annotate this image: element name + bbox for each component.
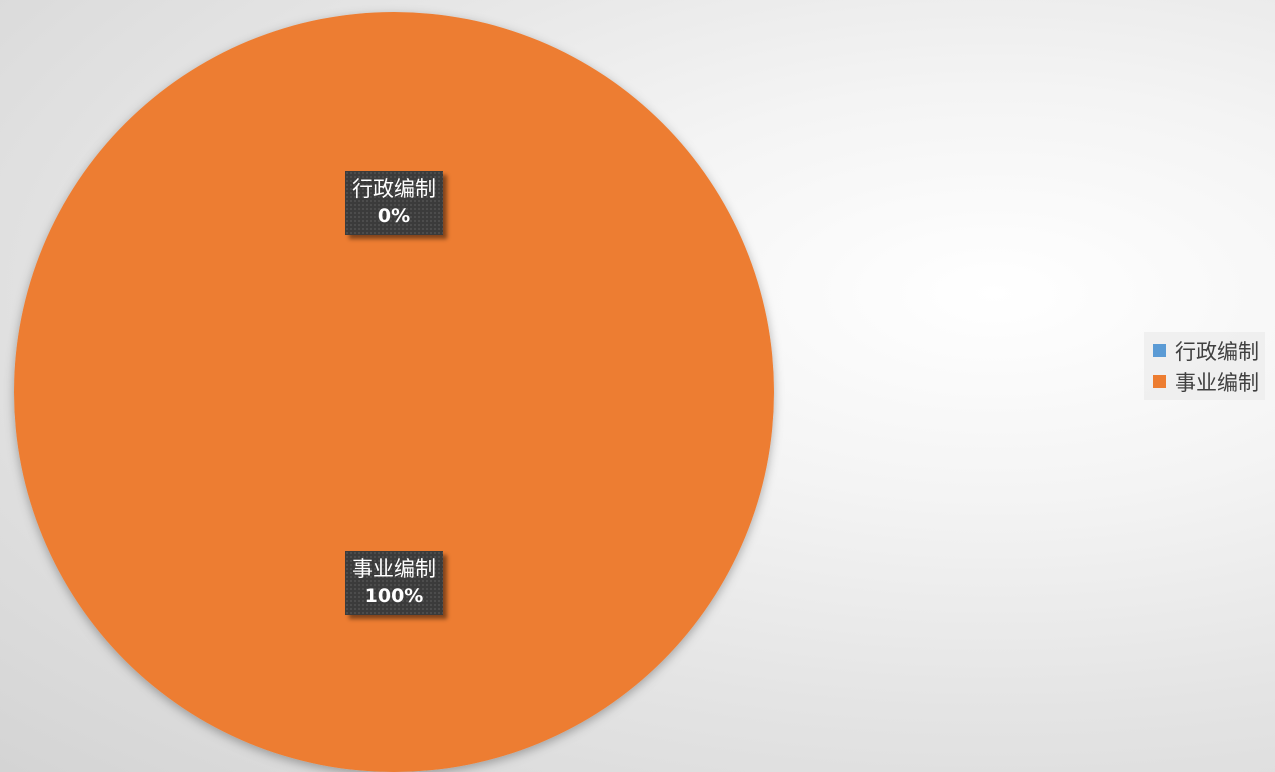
data-label-行政编制: 行政编制 0% — [345, 171, 443, 235]
legend-swatch-icon — [1153, 375, 1166, 388]
legend-item-事业编制: 事业编制 — [1153, 366, 1259, 397]
legend-item-行政编制: 行政编制 — [1153, 335, 1259, 366]
legend-label: 行政编制 — [1175, 339, 1259, 364]
data-label-category: 行政编制 — [352, 177, 436, 201]
data-label-percent: 100% — [364, 585, 424, 607]
pie-slice-事业编制 — [14, 12, 774, 772]
data-label-category: 事业编制 — [352, 557, 436, 581]
data-label-percent: 0% — [377, 205, 411, 227]
legend: 行政编制 事业编制 — [1144, 332, 1265, 400]
legend-swatch-icon — [1153, 344, 1166, 357]
legend-label: 事业编制 — [1175, 370, 1259, 395]
data-label-事业编制: 事业编制 100% — [345, 551, 443, 615]
